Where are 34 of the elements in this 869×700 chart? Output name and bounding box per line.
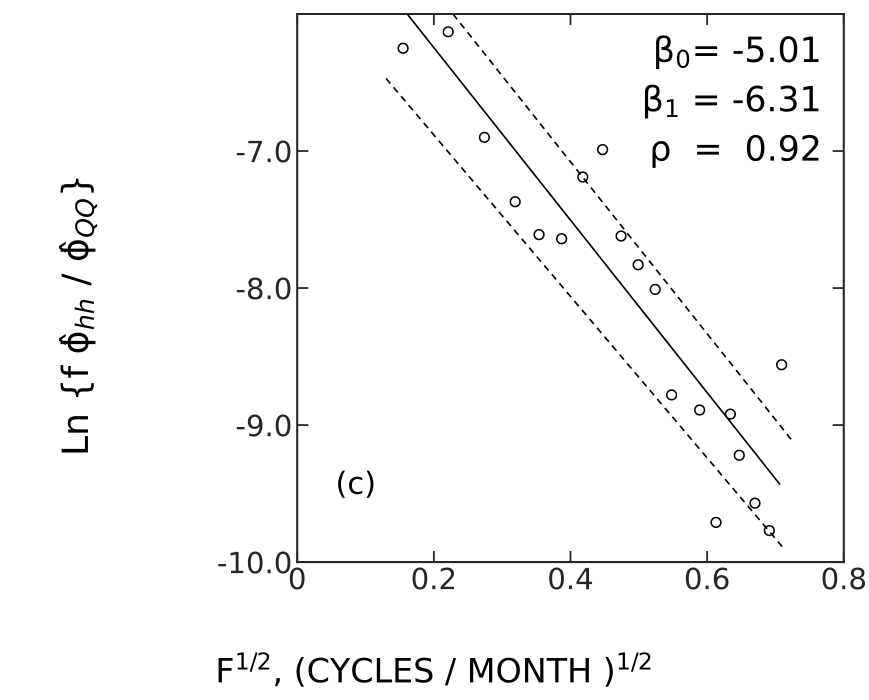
annotation: ρ = 0.92 xyxy=(652,134,818,168)
y-axis-title: Ln {f ϕ̂$_{hh}$ / ϕ̂$_{QQ}$} xyxy=(59,178,98,452)
point xyxy=(724,408,736,420)
point xyxy=(615,230,627,242)
x-tick-label: 0.4 xyxy=(549,567,592,590)
point xyxy=(666,389,678,401)
point xyxy=(442,26,454,38)
point xyxy=(734,450,745,461)
point xyxy=(397,42,409,54)
x-tick-label: 0 xyxy=(290,567,305,590)
point xyxy=(596,144,608,156)
point xyxy=(764,524,775,536)
point xyxy=(632,259,644,270)
point xyxy=(650,284,661,296)
y-tick-label: -7.0 xyxy=(236,140,290,163)
point xyxy=(710,516,722,528)
point xyxy=(478,132,490,143)
y-tick-label: -8.0 xyxy=(236,277,290,300)
x-axis-title: F$^{1/2}$, (CYCLES / MONTH )$^{1/2}$ xyxy=(218,652,650,687)
annotation: (c) xyxy=(338,470,374,498)
x-tick-label: 0.8 xyxy=(822,567,865,590)
x-tick-label: 0.6 xyxy=(686,567,729,590)
point xyxy=(577,171,588,183)
annotation: β$_{0}$= -5.01 xyxy=(656,35,819,70)
point xyxy=(749,498,761,509)
y-tick-label: -10.0 xyxy=(218,552,290,574)
point xyxy=(776,359,788,370)
point xyxy=(510,196,521,208)
x-tick-label: 0.2 xyxy=(412,567,454,590)
point xyxy=(556,233,568,244)
point xyxy=(533,228,545,240)
annotation: β$_{1}$ = -6.31 xyxy=(644,84,818,119)
point xyxy=(694,404,706,416)
y-tick-label: -9.0 xyxy=(236,414,290,437)
